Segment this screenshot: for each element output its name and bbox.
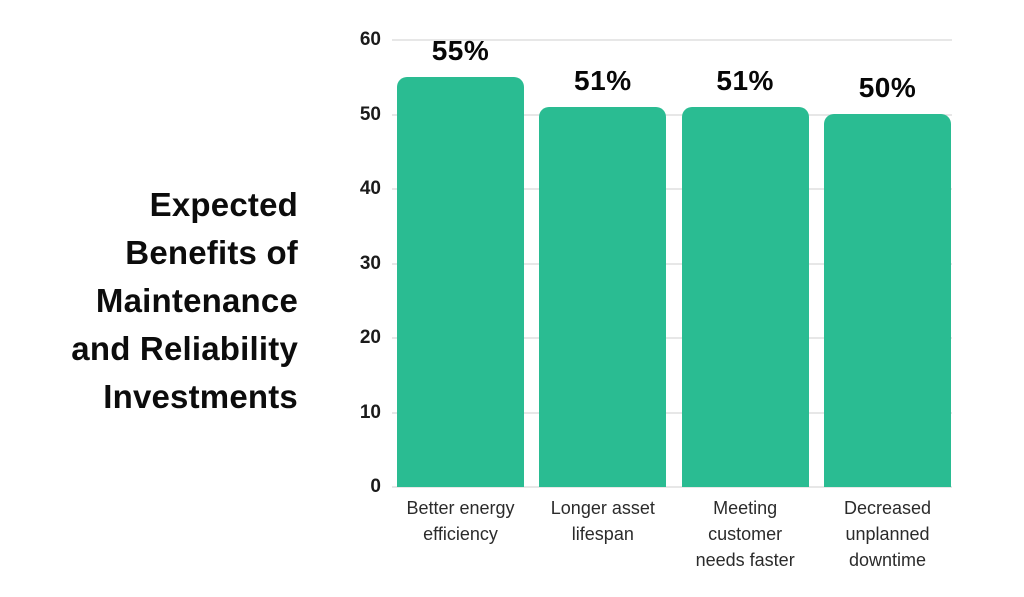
- bar-value-label-1: 55%: [431, 35, 490, 66]
- y-tick-label-20: 20: [359, 327, 381, 348]
- x-category-label-3: Meeting customer needs faster: [695, 498, 795, 570]
- x-category-label-4: Decreased unplanned downtime: [843, 498, 931, 570]
- gridline-30: [392, 262, 952, 265]
- bar-4: [823, 114, 951, 487]
- plot-area: 0 10 20 30 40 50 60 55% Better energy efficiency…: [360, 29, 952, 570]
- gridline-10: [392, 411, 952, 414]
- chart-title: Expected Benefits of Maintenance and Rel…: [71, 186, 298, 415]
- gridline-50: [392, 113, 952, 116]
- bar-value-label-4: 50%: [858, 72, 917, 103]
- x-category-label-2: Longer asset lifespan: [550, 498, 655, 544]
- gridline-20: [392, 337, 952, 339]
- bar-value-label-3: 51%: [716, 65, 774, 96]
- y-tick-label-10: 10: [359, 401, 381, 423]
- y-tick-label-40: 40: [359, 178, 381, 199]
- y-tick-label-0: 0: [370, 476, 381, 497]
- bar-3: [681, 107, 809, 487]
- y-tick-label-50: 50: [359, 103, 381, 125]
- y-tick-label-30: 30: [359, 252, 381, 274]
- gridline-60: [392, 39, 952, 41]
- gridline-0: [392, 486, 952, 488]
- y-tick-label-60: 60: [359, 29, 381, 50]
- bar-2: [539, 107, 667, 487]
- x-category-label-1: Better energy efficiency: [406, 498, 515, 544]
- bar-value-label-2: 51%: [574, 65, 632, 96]
- bar-1: [397, 77, 524, 487]
- gridline-40: [392, 188, 952, 190]
